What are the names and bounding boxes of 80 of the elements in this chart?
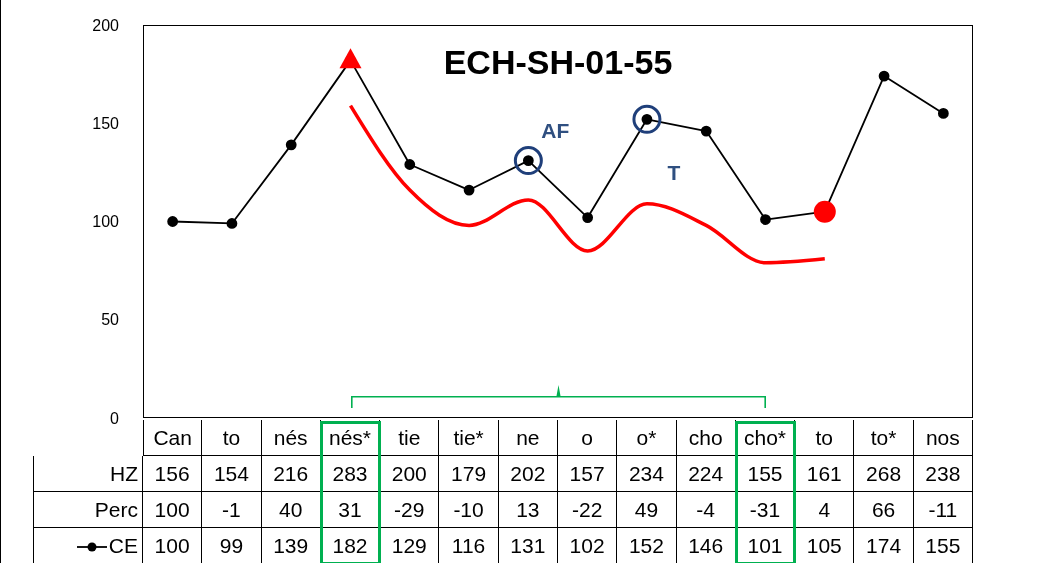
x-tick-label: to* xyxy=(854,420,914,456)
text: 154 xyxy=(202,456,262,492)
text: 100 xyxy=(143,492,203,528)
y-tick-label: 50 xyxy=(101,311,120,329)
legend-label: CE xyxy=(33,528,143,563)
text: 31 xyxy=(320,492,381,528)
text: 49 xyxy=(617,492,677,528)
point xyxy=(285,139,297,151)
text: -10 xyxy=(439,492,499,528)
text: -22 xyxy=(558,492,618,528)
text: 202 xyxy=(498,456,558,492)
text: 179 xyxy=(439,456,499,492)
text: 157 xyxy=(558,456,618,492)
text: 13 xyxy=(498,492,558,528)
x-tick-label: nés* xyxy=(320,420,381,456)
x-tick-label: ne xyxy=(498,420,558,456)
data-label: 152 xyxy=(617,528,677,563)
point xyxy=(463,184,475,196)
point xyxy=(582,212,594,223)
data-label: 99 xyxy=(202,528,262,563)
data-label: 139 xyxy=(261,528,321,563)
x-tick-label: tie xyxy=(380,420,440,456)
y-tick-label: 100 xyxy=(92,213,120,231)
x-tick-label: to xyxy=(795,420,855,456)
x-tick-label: o* xyxy=(617,420,677,456)
text: 283 xyxy=(320,456,381,492)
x-tick-label: to xyxy=(202,420,262,456)
text: HZ xyxy=(33,456,143,492)
text: -1 xyxy=(202,492,262,528)
text: -4 xyxy=(676,492,736,528)
point xyxy=(937,108,949,119)
y-tick-label: 0 xyxy=(110,409,120,427)
point xyxy=(167,216,179,227)
x-tick-label: o xyxy=(558,420,618,456)
y-tick-label: 150 xyxy=(92,114,120,132)
text: 4 xyxy=(795,492,855,528)
x-tick-label: cho xyxy=(676,420,736,456)
data-label: 102 xyxy=(558,528,618,563)
text: 40 xyxy=(261,492,321,528)
data-label: 129 xyxy=(380,528,440,563)
x-tick-label: cho* xyxy=(735,420,796,456)
data-label: 155 xyxy=(913,528,973,563)
text: -29 xyxy=(380,492,440,528)
text: 161 xyxy=(795,456,855,492)
point xyxy=(404,159,416,170)
x-tick-label: Can xyxy=(143,420,203,456)
point xyxy=(878,70,890,82)
y-tick-label: 200 xyxy=(92,16,120,34)
annotation: AF xyxy=(541,119,570,143)
annotation: T xyxy=(667,160,681,184)
text: Perc xyxy=(33,492,143,528)
x-tick-label: nés xyxy=(261,420,321,456)
text: 268 xyxy=(854,456,914,492)
text: -11 xyxy=(913,492,973,528)
data-label: 101 xyxy=(735,528,796,563)
text: -31 xyxy=(735,492,796,528)
text: 224 xyxy=(676,456,736,492)
data-label: 100 xyxy=(143,528,203,563)
line-series xyxy=(348,103,827,265)
x-tick-label: nos xyxy=(913,420,973,456)
data-label: 182 xyxy=(320,528,381,563)
text: 156 xyxy=(143,456,203,492)
text: 234 xyxy=(617,456,677,492)
data-label: 105 xyxy=(795,528,855,563)
point xyxy=(226,218,238,229)
point xyxy=(760,214,771,225)
text: 200 xyxy=(380,456,440,492)
point xyxy=(700,125,712,137)
text: 216 xyxy=(261,456,321,492)
data-label: 116 xyxy=(439,528,499,563)
x-tick-label: tie* xyxy=(439,420,499,456)
text: 66 xyxy=(854,492,914,528)
data-label: 131 xyxy=(498,528,558,563)
point xyxy=(813,200,836,223)
text: 155 xyxy=(735,456,796,492)
data-label: 146 xyxy=(676,528,736,563)
data-label: 174 xyxy=(854,528,914,563)
text: ECH-SH-01-55 xyxy=(442,42,674,83)
point xyxy=(339,48,362,69)
text: 238 xyxy=(913,456,973,492)
